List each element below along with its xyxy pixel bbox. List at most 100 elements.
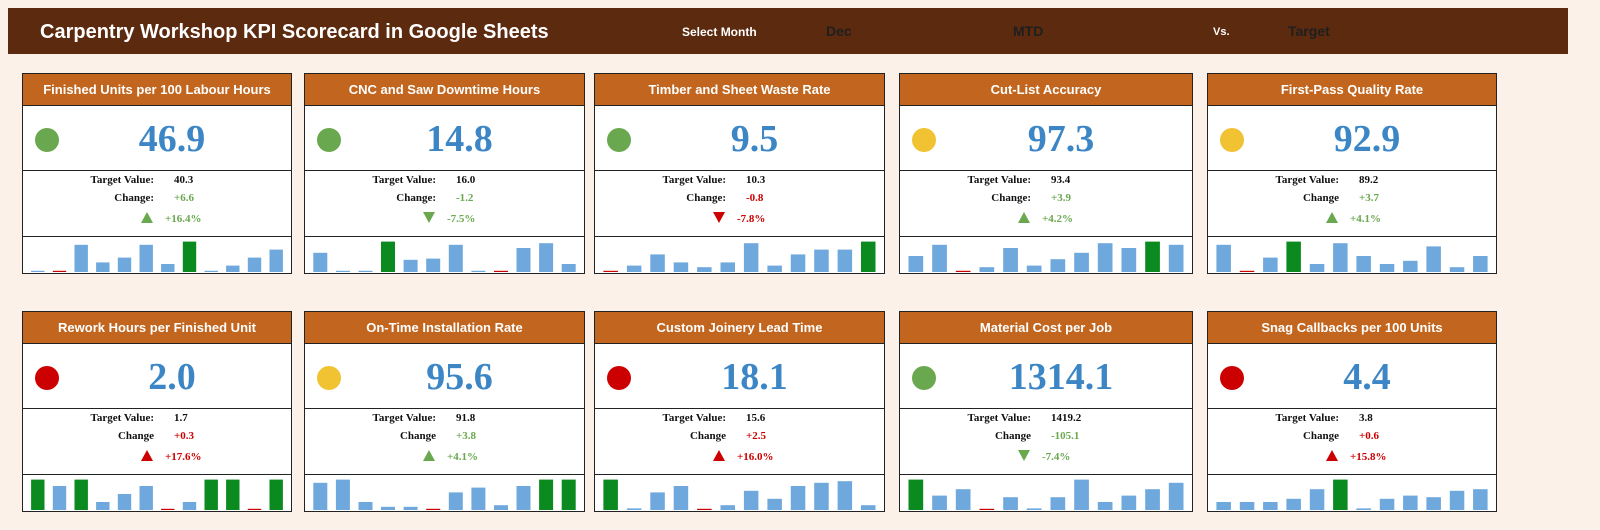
- comparison-dropdown[interactable]: Target: [1288, 23, 1330, 39]
- sparkline-bar: [335, 479, 350, 510]
- sparkline-chart: [900, 237, 1192, 273]
- header-bar: Carpentry Workshop KPI Scorecard in Goog…: [8, 8, 1568, 54]
- status-dot-icon: [35, 128, 59, 152]
- sparkline-chart: [595, 475, 884, 511]
- sparkline-bar: [1050, 259, 1066, 272]
- sparkline-bar: [814, 249, 829, 272]
- sparkline-bar: [403, 506, 418, 510]
- kpi-value: 2.0: [148, 356, 196, 398]
- period-dropdown[interactable]: MTD: [1013, 23, 1044, 39]
- change-label: Change: [1302, 430, 1339, 442]
- change-percent: +16.4%: [165, 213, 202, 225]
- sparkline-bar: [837, 481, 853, 510]
- sparkline-bar: [1356, 256, 1371, 272]
- kpi-card: CNC and Saw Downtime Hours 14.8 Target Val…: [304, 73, 585, 274]
- sparkline-bar: [1426, 246, 1441, 272]
- target-value: 10.3: [746, 174, 766, 186]
- sparkline-bar: [426, 508, 441, 510]
- kpi-value: 95.6: [426, 356, 493, 398]
- kpi-value: 14.8: [426, 118, 493, 160]
- sparkline-bar: [226, 479, 240, 510]
- sparkline-bar: [1403, 495, 1418, 510]
- sparkline-bar: [861, 505, 876, 510]
- sparkline-chart: [23, 475, 291, 511]
- sparkline-bar: [1216, 502, 1231, 510]
- sparkline-chart: [23, 237, 291, 273]
- target-label: Target Value:: [90, 174, 154, 186]
- change-value: -1.2: [456, 192, 474, 204]
- change-percent: +4.1%: [1350, 213, 1382, 225]
- sparkline-bar: [1003, 248, 1018, 272]
- sparkline-bar: [861, 241, 876, 272]
- sparkline-bar: [1074, 252, 1089, 272]
- sparkline-bar: [837, 249, 853, 272]
- sparkline-bar: [1074, 479, 1089, 510]
- sparkline-bar: [313, 252, 328, 272]
- kpi-title: On-Time Installation Rate: [305, 312, 584, 344]
- sparkline-svg: [603, 241, 876, 272]
- sparkline-bar: [1426, 497, 1441, 510]
- sparkline-svg: [1216, 479, 1488, 510]
- kpi-value: 18.1: [721, 356, 788, 398]
- sparkline-bar: [1309, 489, 1325, 510]
- kpi-value: 4.4: [1343, 356, 1391, 398]
- change-value: +3.9: [1051, 192, 1072, 204]
- select-month-label: Select Month: [682, 25, 757, 39]
- change-percent: +17.6%: [165, 451, 202, 463]
- sparkline-bar: [1379, 264, 1395, 272]
- sparkline-bar: [204, 479, 218, 510]
- sparkline-bar: [1168, 244, 1184, 272]
- kpi-card: Rework Hours per Finished Unit 2.0 Target …: [22, 311, 292, 512]
- sparkline-bar: [358, 502, 373, 510]
- trend-arrow-icon: [1326, 212, 1338, 223]
- change-label: Change: [689, 430, 726, 442]
- sparkline-bar: [31, 479, 45, 510]
- sparkline-chart: [900, 475, 1192, 511]
- target-value: 93.4: [1051, 174, 1071, 186]
- sparkline-bar: [471, 487, 486, 510]
- change-label: Change:: [114, 192, 154, 204]
- sparkline-bar: [1145, 489, 1160, 510]
- sparkline-bar: [626, 508, 642, 510]
- sparkline-svg: [908, 479, 1184, 510]
- sparkline-bar: [720, 262, 735, 272]
- sparkline-bar: [650, 254, 665, 272]
- sparkline-bar: [955, 270, 971, 272]
- status-dot-icon: [607, 366, 631, 390]
- target-value: 40.3: [174, 174, 194, 186]
- change-value: +2.5: [746, 430, 767, 442]
- kpi-title: CNC and Saw Downtime Hours: [305, 74, 584, 106]
- kpi-card: Cut-List Accuracy 97.3 Target Value: 93.4 Ch…: [899, 73, 1193, 274]
- sparkline-bar: [1216, 244, 1231, 272]
- trend-arrow-icon: [713, 450, 725, 461]
- kpi-value: 97.3: [1027, 118, 1095, 160]
- kpi-title: Cut-List Accuracy: [900, 74, 1192, 106]
- sparkline-bar: [381, 241, 395, 272]
- sparkline-bar: [139, 486, 153, 510]
- sparkline-chart: [1208, 475, 1496, 511]
- change-label: Change: [1302, 192, 1339, 204]
- sparkline-bar: [932, 244, 947, 272]
- status-dot-icon: [1220, 366, 1244, 390]
- sparkline-bar: [767, 265, 782, 272]
- sparkline-bar: [1121, 495, 1137, 510]
- sparkline-bar: [697, 267, 712, 272]
- sparkline-bar: [1309, 264, 1325, 272]
- sparkline-bar: [269, 249, 283, 272]
- sparkline-bar: [204, 270, 218, 272]
- sparkline-bar: [471, 270, 486, 272]
- target-value: 3.8: [1359, 412, 1373, 424]
- target-label: Target Value:: [1275, 412, 1339, 424]
- kpi-card: Custom Joinery Lead Time 18.1 Target Value…: [594, 311, 885, 512]
- month-dropdown[interactable]: Dec: [826, 23, 852, 39]
- sparkline-bar: [313, 482, 328, 510]
- kpi-value: 46.9: [138, 118, 206, 160]
- sparkline-bar: [1263, 257, 1278, 272]
- sparkline-bar: [426, 258, 441, 272]
- change-label: Change:: [396, 192, 436, 204]
- sparkline-bar: [269, 479, 283, 510]
- target-label: Target Value:: [967, 412, 1031, 424]
- sparkline-bar: [603, 270, 618, 272]
- status-dot-icon: [912, 366, 936, 390]
- sparkline-bar: [226, 265, 240, 272]
